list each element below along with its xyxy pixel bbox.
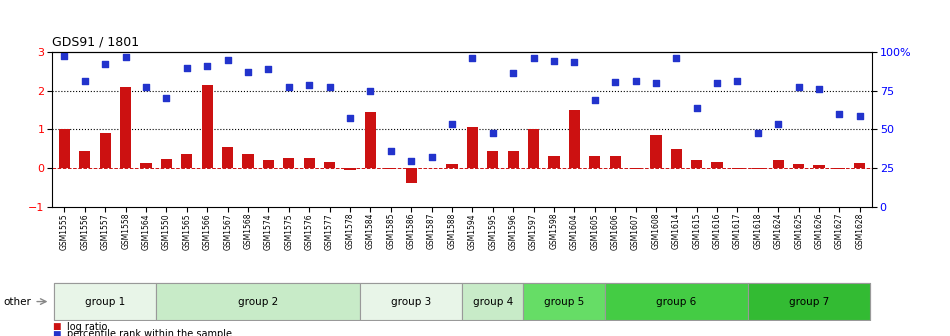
Text: other: other: [4, 297, 31, 306]
Bar: [793, 164, 805, 168]
Bar: [507, 151, 519, 168]
Point: [505, 71, 521, 76]
Text: group 7: group 7: [788, 297, 829, 306]
Point: [261, 67, 276, 72]
Bar: [79, 151, 90, 168]
Point: [77, 78, 92, 84]
Bar: [304, 158, 314, 168]
Bar: [462, 283, 523, 320]
Bar: [651, 135, 661, 168]
Point: [811, 86, 826, 91]
Point: [57, 53, 72, 59]
Bar: [181, 155, 193, 168]
Bar: [141, 163, 152, 168]
Point: [118, 54, 133, 59]
Bar: [523, 283, 605, 320]
Point: [485, 130, 501, 136]
Bar: [360, 283, 462, 320]
Bar: [748, 283, 870, 320]
Text: group 3: group 3: [391, 297, 431, 306]
Point: [98, 61, 113, 67]
Bar: [466, 127, 478, 168]
Bar: [100, 133, 111, 168]
Point: [424, 155, 439, 160]
Point: [322, 84, 337, 90]
Bar: [54, 283, 156, 320]
Point: [301, 82, 316, 88]
Bar: [854, 163, 865, 168]
Bar: [283, 158, 294, 168]
Point: [567, 59, 582, 65]
Point: [342, 115, 357, 121]
Text: group 5: group 5: [544, 297, 584, 306]
Point: [628, 78, 643, 84]
Text: group 2: group 2: [238, 297, 278, 306]
Point: [546, 58, 561, 63]
Point: [710, 80, 725, 86]
Text: group 1: group 1: [86, 297, 125, 306]
Point: [750, 130, 766, 136]
Point: [608, 80, 623, 85]
Bar: [732, 168, 743, 169]
Point: [852, 113, 867, 119]
Point: [220, 57, 236, 62]
Point: [281, 84, 296, 90]
Bar: [446, 164, 458, 168]
Bar: [59, 129, 70, 168]
Bar: [610, 157, 620, 168]
Bar: [569, 110, 580, 168]
Text: GDS91 / 1801: GDS91 / 1801: [52, 36, 140, 49]
Bar: [120, 87, 131, 168]
Bar: [222, 147, 234, 168]
Point: [159, 96, 174, 101]
Bar: [772, 160, 784, 168]
Text: ■: ■: [52, 330, 61, 336]
Point: [240, 70, 256, 75]
Point: [526, 55, 542, 60]
Point: [648, 80, 663, 86]
Text: ■: ■: [52, 322, 61, 331]
Point: [200, 63, 215, 68]
Bar: [605, 283, 748, 320]
Bar: [345, 168, 355, 170]
Point: [730, 78, 745, 84]
Bar: [834, 168, 846, 169]
Bar: [528, 129, 540, 168]
Bar: [242, 154, 254, 168]
Point: [404, 158, 419, 164]
Bar: [589, 156, 600, 168]
Point: [180, 65, 195, 70]
Bar: [712, 162, 723, 168]
Text: log ratio: log ratio: [67, 322, 108, 332]
Point: [383, 148, 398, 153]
Bar: [630, 168, 641, 169]
Bar: [813, 165, 825, 168]
Bar: [201, 85, 213, 168]
Point: [791, 84, 807, 90]
Bar: [691, 160, 702, 168]
Bar: [365, 112, 376, 168]
Point: [465, 55, 480, 60]
Bar: [487, 151, 499, 168]
Point: [689, 106, 704, 111]
Point: [587, 97, 602, 102]
Point: [363, 88, 378, 93]
Point: [669, 55, 684, 60]
Bar: [406, 168, 417, 183]
Bar: [156, 283, 360, 320]
Point: [832, 111, 847, 117]
Bar: [548, 157, 560, 168]
Bar: [263, 160, 274, 168]
Bar: [752, 168, 764, 169]
Text: percentile rank within the sample: percentile rank within the sample: [67, 329, 233, 336]
Bar: [671, 149, 682, 168]
Text: group 6: group 6: [656, 297, 696, 306]
Bar: [324, 162, 335, 168]
Text: group 4: group 4: [473, 297, 513, 306]
Point: [770, 121, 786, 126]
Bar: [385, 168, 396, 169]
Point: [445, 121, 460, 126]
Bar: [161, 160, 172, 168]
Point: [139, 84, 154, 90]
